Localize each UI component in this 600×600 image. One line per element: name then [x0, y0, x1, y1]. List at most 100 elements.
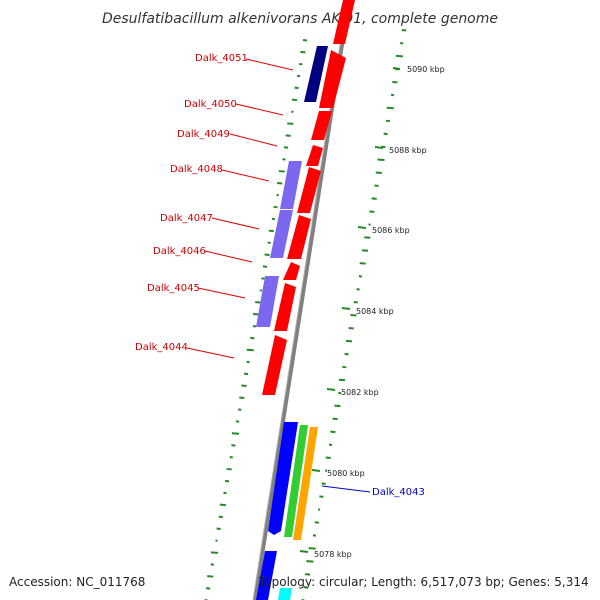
gc-mark	[324, 469, 328, 472]
gene-dalk-4044[interactable]	[262, 335, 287, 395]
gene-cyan[interactable]	[278, 588, 292, 600]
gc-mark	[285, 134, 291, 137]
kbp-label: 5078 kbp	[314, 550, 352, 559]
gene-blue-forward[interactable]	[268, 422, 298, 535]
gc-mark	[294, 86, 299, 90]
leader-line	[211, 217, 260, 230]
gc-mark	[268, 229, 274, 233]
gc-mark	[287, 122, 294, 125]
kbp-label: 5088 kbp	[389, 146, 427, 155]
gc-mark	[344, 352, 349, 356]
gene-labels: Dalk_4051 Dalk_4050 Dalk_4049 Dalk_4048 …	[135, 53, 425, 498]
gc-mark	[348, 326, 354, 330]
gene-label-dalk-4047[interactable]: Dalk_4047	[160, 213, 213, 224]
gc-mark	[273, 205, 278, 209]
gc-mark	[277, 181, 283, 185]
gc-mark	[216, 527, 221, 531]
gc-mark	[371, 197, 377, 200]
gene-green[interactable]	[284, 425, 308, 537]
leader-line	[221, 169, 270, 182]
gene-dalk-4046[interactable]	[287, 215, 311, 259]
gc-mark	[238, 408, 242, 411]
gene-dalk-4048-a[interactable]	[280, 161, 302, 209]
gc-mark	[231, 444, 236, 447]
gc-mark	[330, 430, 336, 434]
gc-mark	[377, 158, 385, 162]
leader-line	[321, 485, 371, 493]
gc-mark	[239, 396, 245, 399]
kbp-tick	[341, 307, 351, 310]
gene-label-dalk-4049[interactable]: Dalk_4049	[177, 129, 230, 140]
gc-mark	[224, 479, 230, 483]
forward-strand-genes	[262, 0, 355, 395]
gc-mark	[358, 275, 363, 278]
kbp-tick	[299, 550, 309, 553]
gene-red-top[interactable]	[333, 0, 355, 44]
gc-mark	[291, 110, 294, 113]
gc-mark	[375, 171, 382, 174]
gene-blue-reverse-bottom[interactable]	[256, 551, 277, 600]
gc-mark	[395, 54, 403, 58]
gene-dalk-4045-b[interactable]	[274, 283, 296, 331]
kbp-label: 5086 kbp	[372, 226, 410, 235]
gc-mark	[314, 521, 319, 524]
gc-mark	[246, 360, 250, 364]
gc-mark	[276, 193, 279, 197]
gene-dalk-4049[interactable]	[311, 111, 332, 140]
kbp-label: 5090 kbp	[407, 65, 445, 74]
gc-mark	[338, 378, 346, 382]
gc-mark	[226, 467, 232, 471]
gene-label-dalk-4046[interactable]: Dalk_4046	[153, 246, 206, 257]
gene-dalk-4048-b[interactable]	[297, 167, 321, 213]
gc-mark	[278, 170, 285, 173]
gc-mark	[359, 262, 366, 265]
gc-mark	[297, 74, 301, 78]
gc-mark	[261, 277, 265, 280]
gene-dalk-4043-orange[interactable]	[293, 427, 318, 540]
gc-mark	[361, 249, 369, 252]
gc-mark	[282, 158, 286, 161]
gene-dalk-4050[interactable]	[319, 50, 346, 108]
gene-label-dalk-4044[interactable]: Dalk_4044	[135, 342, 188, 353]
gc-mark	[252, 324, 257, 328]
gc-mark	[241, 384, 247, 388]
gc-mark	[299, 62, 303, 66]
gc-mark	[401, 29, 407, 32]
gc-mark	[338, 391, 342, 395]
gc-mark	[262, 265, 268, 268]
gene-label-dalk-4045[interactable]: Dalk_4045	[147, 283, 200, 294]
kbp-tick	[374, 146, 384, 149]
gc-mark	[356, 288, 360, 291]
gene-label-dalk-4048[interactable]: Dalk_4048	[170, 164, 223, 175]
kbp-tick	[357, 226, 367, 229]
gc-mark	[386, 106, 394, 110]
gc-mark	[381, 145, 386, 149]
gene-label-dalk-4051[interactable]: Dalk_4051	[195, 53, 248, 64]
map-title: Desulfatibacillum alkenivorans AK-01, co…	[102, 11, 498, 27]
gene-dalk-4051[interactable]	[304, 46, 328, 102]
leader-line	[229, 133, 278, 147]
gc-mark	[392, 80, 398, 84]
gc-mark	[302, 39, 308, 42]
gc-mark	[350, 314, 357, 317]
gc-mark	[317, 508, 321, 511]
gene-label-dalk-4050[interactable]: Dalk_4050	[184, 99, 237, 110]
gene-dalk-4047[interactable]	[270, 210, 293, 258]
gc-mark	[308, 547, 316, 550]
gene-red-small-1[interactable]	[306, 145, 323, 166]
gc-mark	[321, 482, 326, 485]
gc-mark	[267, 241, 271, 245]
gene-dalk-4045[interactable]	[256, 276, 279, 327]
gc-mark	[369, 210, 375, 213]
leader-line	[204, 250, 253, 263]
gene-label-dalk-4043[interactable]: Dalk_4043	[372, 487, 425, 498]
gc-mark	[205, 587, 211, 590]
gc-mark	[246, 348, 254, 352]
gc-mark	[306, 560, 314, 563]
gene-red-small-2[interactable]	[283, 262, 300, 280]
leader-line	[186, 347, 235, 359]
gc-mark	[385, 119, 391, 123]
gc-mark	[303, 586, 307, 589]
kbp-label: 5084 kbp	[356, 307, 394, 316]
gc-mark	[291, 98, 298, 102]
